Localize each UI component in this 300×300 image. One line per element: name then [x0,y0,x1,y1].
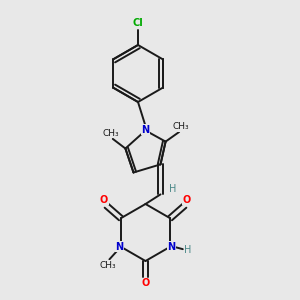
Text: O: O [100,195,108,205]
Text: O: O [141,278,150,288]
Text: H: H [169,184,177,194]
Text: CH₃: CH₃ [100,261,116,270]
Text: N: N [116,242,124,252]
Text: N: N [141,125,150,135]
Text: CH₃: CH₃ [103,129,120,138]
Text: Cl: Cl [133,18,143,28]
Text: CH₃: CH₃ [172,122,189,131]
Text: H: H [184,245,192,255]
Text: O: O [183,195,191,205]
Text: N: N [167,242,175,252]
